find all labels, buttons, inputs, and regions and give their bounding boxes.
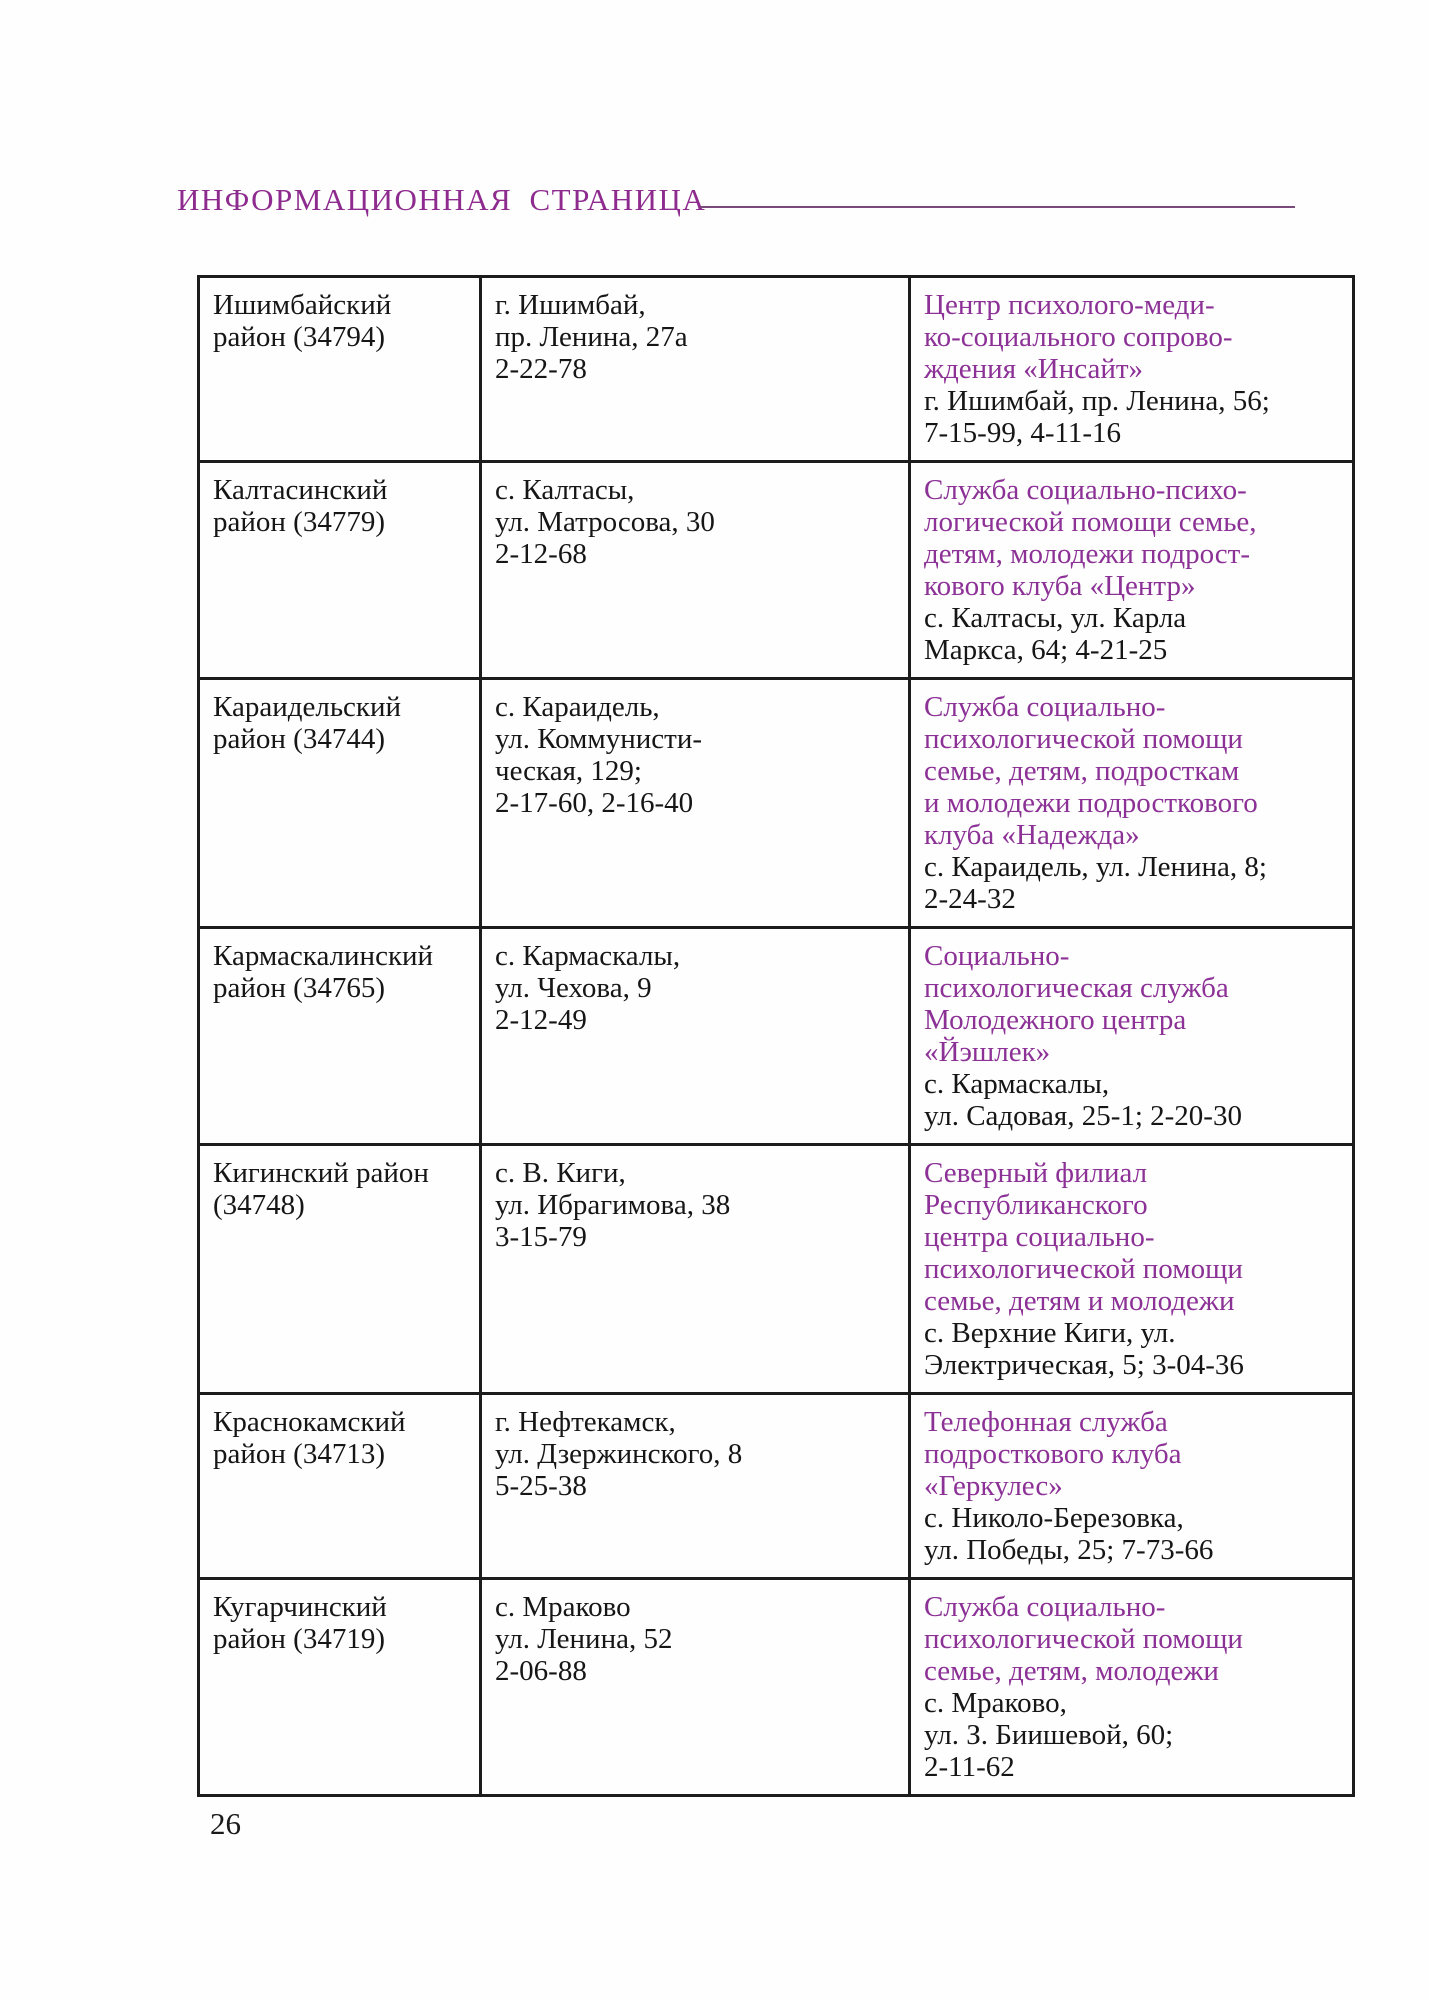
table-row: Караидельский район (34744) с. Караидель… bbox=[197, 677, 1355, 929]
header-rule bbox=[700, 206, 1295, 208]
service-contact: с. Верхние Киги, ул. Электрическая, 5; 3… bbox=[924, 1317, 1244, 1381]
service-name: Служба социально-психо- логической помощ… bbox=[924, 474, 1257, 602]
service-contact: с. Кармаскалы, ул. Садовая, 25-1; 2-20-3… bbox=[924, 1068, 1242, 1132]
district-cell: Краснокамский район (34713) bbox=[213, 1406, 406, 1470]
service-name: Служба социально- психологической помощи… bbox=[924, 1591, 1243, 1687]
page-title: ИНФОРМАЦИОННАЯ СТРАНИЦА bbox=[177, 182, 707, 217]
district-cell: Ишимбайский район (34794) bbox=[213, 289, 392, 353]
table-row: Кугарчинский район (34719) с. Мраково ул… bbox=[197, 1577, 1355, 1797]
table-row: Ишимбайский район (34794) г. Ишимбай, пр… bbox=[197, 275, 1355, 463]
table-row: Кигинский район (34748) с. В. Киги, ул. … bbox=[197, 1143, 1355, 1395]
service-name: Центр психолого-меди- ко-социального соп… bbox=[924, 289, 1233, 385]
table-row: Кармаскалинский район (34765) с. Кармаск… bbox=[197, 926, 1355, 1146]
table-row: Калтасинский район (34779) с. Калтасы, у… bbox=[197, 460, 1355, 680]
district-cell: Кугарчинский район (34719) bbox=[213, 1591, 387, 1655]
district-cell: Кигинский район (34748) bbox=[213, 1157, 429, 1221]
address-cell: с. В. Киги, ул. Ибрагимова, 38 3-15-79 bbox=[495, 1157, 731, 1253]
district-cell: Кармаскалинский район (34765) bbox=[213, 940, 434, 1004]
district-cell: Караидельский район (34744) bbox=[213, 691, 402, 755]
table-row: Краснокамский район (34713) г. Нефтекамс… bbox=[197, 1392, 1355, 1580]
service-name: Социально- психологическая служба Молоде… bbox=[924, 940, 1229, 1068]
service-contact: с. Мраково, ул. З. Биишевой, 60; 2-11-62 bbox=[924, 1687, 1174, 1783]
address-cell: с. Мраково ул. Ленина, 52 2-06-88 bbox=[495, 1591, 673, 1687]
service-contact: г. Ишимбай, пр. Ленина, 56; 7-15-99, 4-1… bbox=[924, 385, 1270, 449]
service-name: Телефонная служба подросткового клуба «Г… bbox=[924, 1406, 1182, 1502]
service-name: Служба социально- психологической помощи… bbox=[924, 691, 1258, 851]
address-cell: с. Кармаскалы, ул. Чехова, 9 2-12-49 bbox=[495, 940, 681, 1036]
district-cell: Калтасинский район (34779) bbox=[213, 474, 388, 538]
service-name: Северный филиал Республиканского центра … bbox=[924, 1157, 1243, 1317]
address-cell: г. Нефтекамск, ул. Дзержинского, 8 5-25-… bbox=[495, 1406, 743, 1502]
address-cell: с. Калтасы, ул. Матросова, 30 2-12-68 bbox=[495, 474, 715, 570]
page-number: 26 bbox=[210, 1806, 241, 1841]
service-contact: с. Караидель, ул. Ленина, 8; 2-24-32 bbox=[924, 851, 1267, 915]
contacts-table: Ишимбайский район (34794) г. Ишимбай, пр… bbox=[197, 275, 1355, 1797]
service-contact: с. Калтасы, ул. Карла Маркса, 64; 4-21-2… bbox=[924, 602, 1187, 666]
address-cell: г. Ишимбай, пр. Ленина, 27а 2-22-78 bbox=[495, 289, 688, 385]
address-cell: с. Караидель, ул. Коммунисти- ческая, 12… bbox=[495, 691, 703, 819]
service-contact: с. Николо-Березовка, ул. Победы, 25; 7-7… bbox=[924, 1502, 1214, 1566]
